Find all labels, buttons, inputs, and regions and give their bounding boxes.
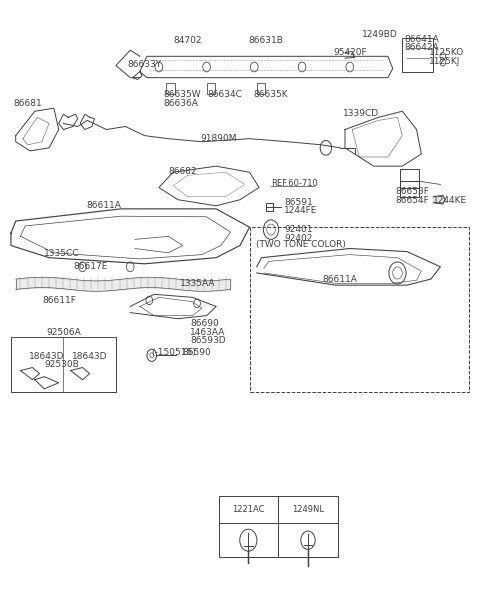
Text: 1339CD: 1339CD <box>343 109 379 118</box>
Text: 86636A: 86636A <box>164 99 199 108</box>
Text: 92506A: 92506A <box>46 328 81 337</box>
Text: 84702: 84702 <box>173 36 202 45</box>
Text: 95420F: 95420F <box>333 48 367 57</box>
Bar <box>400 181 419 197</box>
Text: 1221AC: 1221AC <box>232 504 264 514</box>
Text: 1125KO: 1125KO <box>429 48 464 57</box>
Text: 86682: 86682 <box>168 167 197 176</box>
Text: 1249NL: 1249NL <box>292 504 324 514</box>
Text: 86681: 86681 <box>13 99 42 109</box>
Text: 86593D: 86593D <box>191 336 226 345</box>
Text: 1244KE: 1244KE <box>433 196 468 205</box>
Text: 86690: 86690 <box>191 319 219 328</box>
Text: 86631B: 86631B <box>249 36 284 45</box>
Bar <box>400 169 419 188</box>
Text: 18643D: 18643D <box>29 352 64 361</box>
Text: 86611F: 86611F <box>42 296 76 305</box>
Text: 86642A: 86642A <box>405 44 439 52</box>
Text: 18643D: 18643D <box>72 352 108 361</box>
Text: (TWO TONE COLOR): (TWO TONE COLOR) <box>256 240 346 249</box>
Text: 86590: 86590 <box>183 348 212 357</box>
Text: 86633Y: 86633Y <box>128 60 162 69</box>
Text: 92402: 92402 <box>284 234 312 243</box>
Text: 86641A: 86641A <box>405 35 439 44</box>
Text: 86635W: 86635W <box>164 90 201 99</box>
Text: 92401: 92401 <box>284 225 312 234</box>
Text: 1249BD: 1249BD <box>362 30 397 39</box>
Text: 86653F: 86653F <box>396 188 430 196</box>
Text: 1125KJ: 1125KJ <box>429 56 460 66</box>
Bar <box>266 204 274 211</box>
Text: 1335AA: 1335AA <box>180 280 216 289</box>
Text: 1335CC: 1335CC <box>44 249 80 258</box>
Text: REF.60-710: REF.60-710 <box>271 180 318 188</box>
Text: 1463AA: 1463AA <box>191 327 226 337</box>
Text: 86591: 86591 <box>284 197 312 207</box>
Text: 86635K: 86635K <box>253 90 288 99</box>
Text: 86634C: 86634C <box>207 90 242 99</box>
Text: 86654F: 86654F <box>396 196 429 205</box>
Text: 86617E: 86617E <box>73 262 108 271</box>
Text: 92530B: 92530B <box>44 360 79 369</box>
Text: 86611A: 86611A <box>86 200 121 210</box>
Text: (-150515): (-150515) <box>152 348 196 357</box>
Text: 86611A: 86611A <box>323 275 358 284</box>
Text: 1244FE: 1244FE <box>284 206 317 215</box>
Text: 91890M: 91890M <box>200 134 237 143</box>
Polygon shape <box>433 196 445 204</box>
